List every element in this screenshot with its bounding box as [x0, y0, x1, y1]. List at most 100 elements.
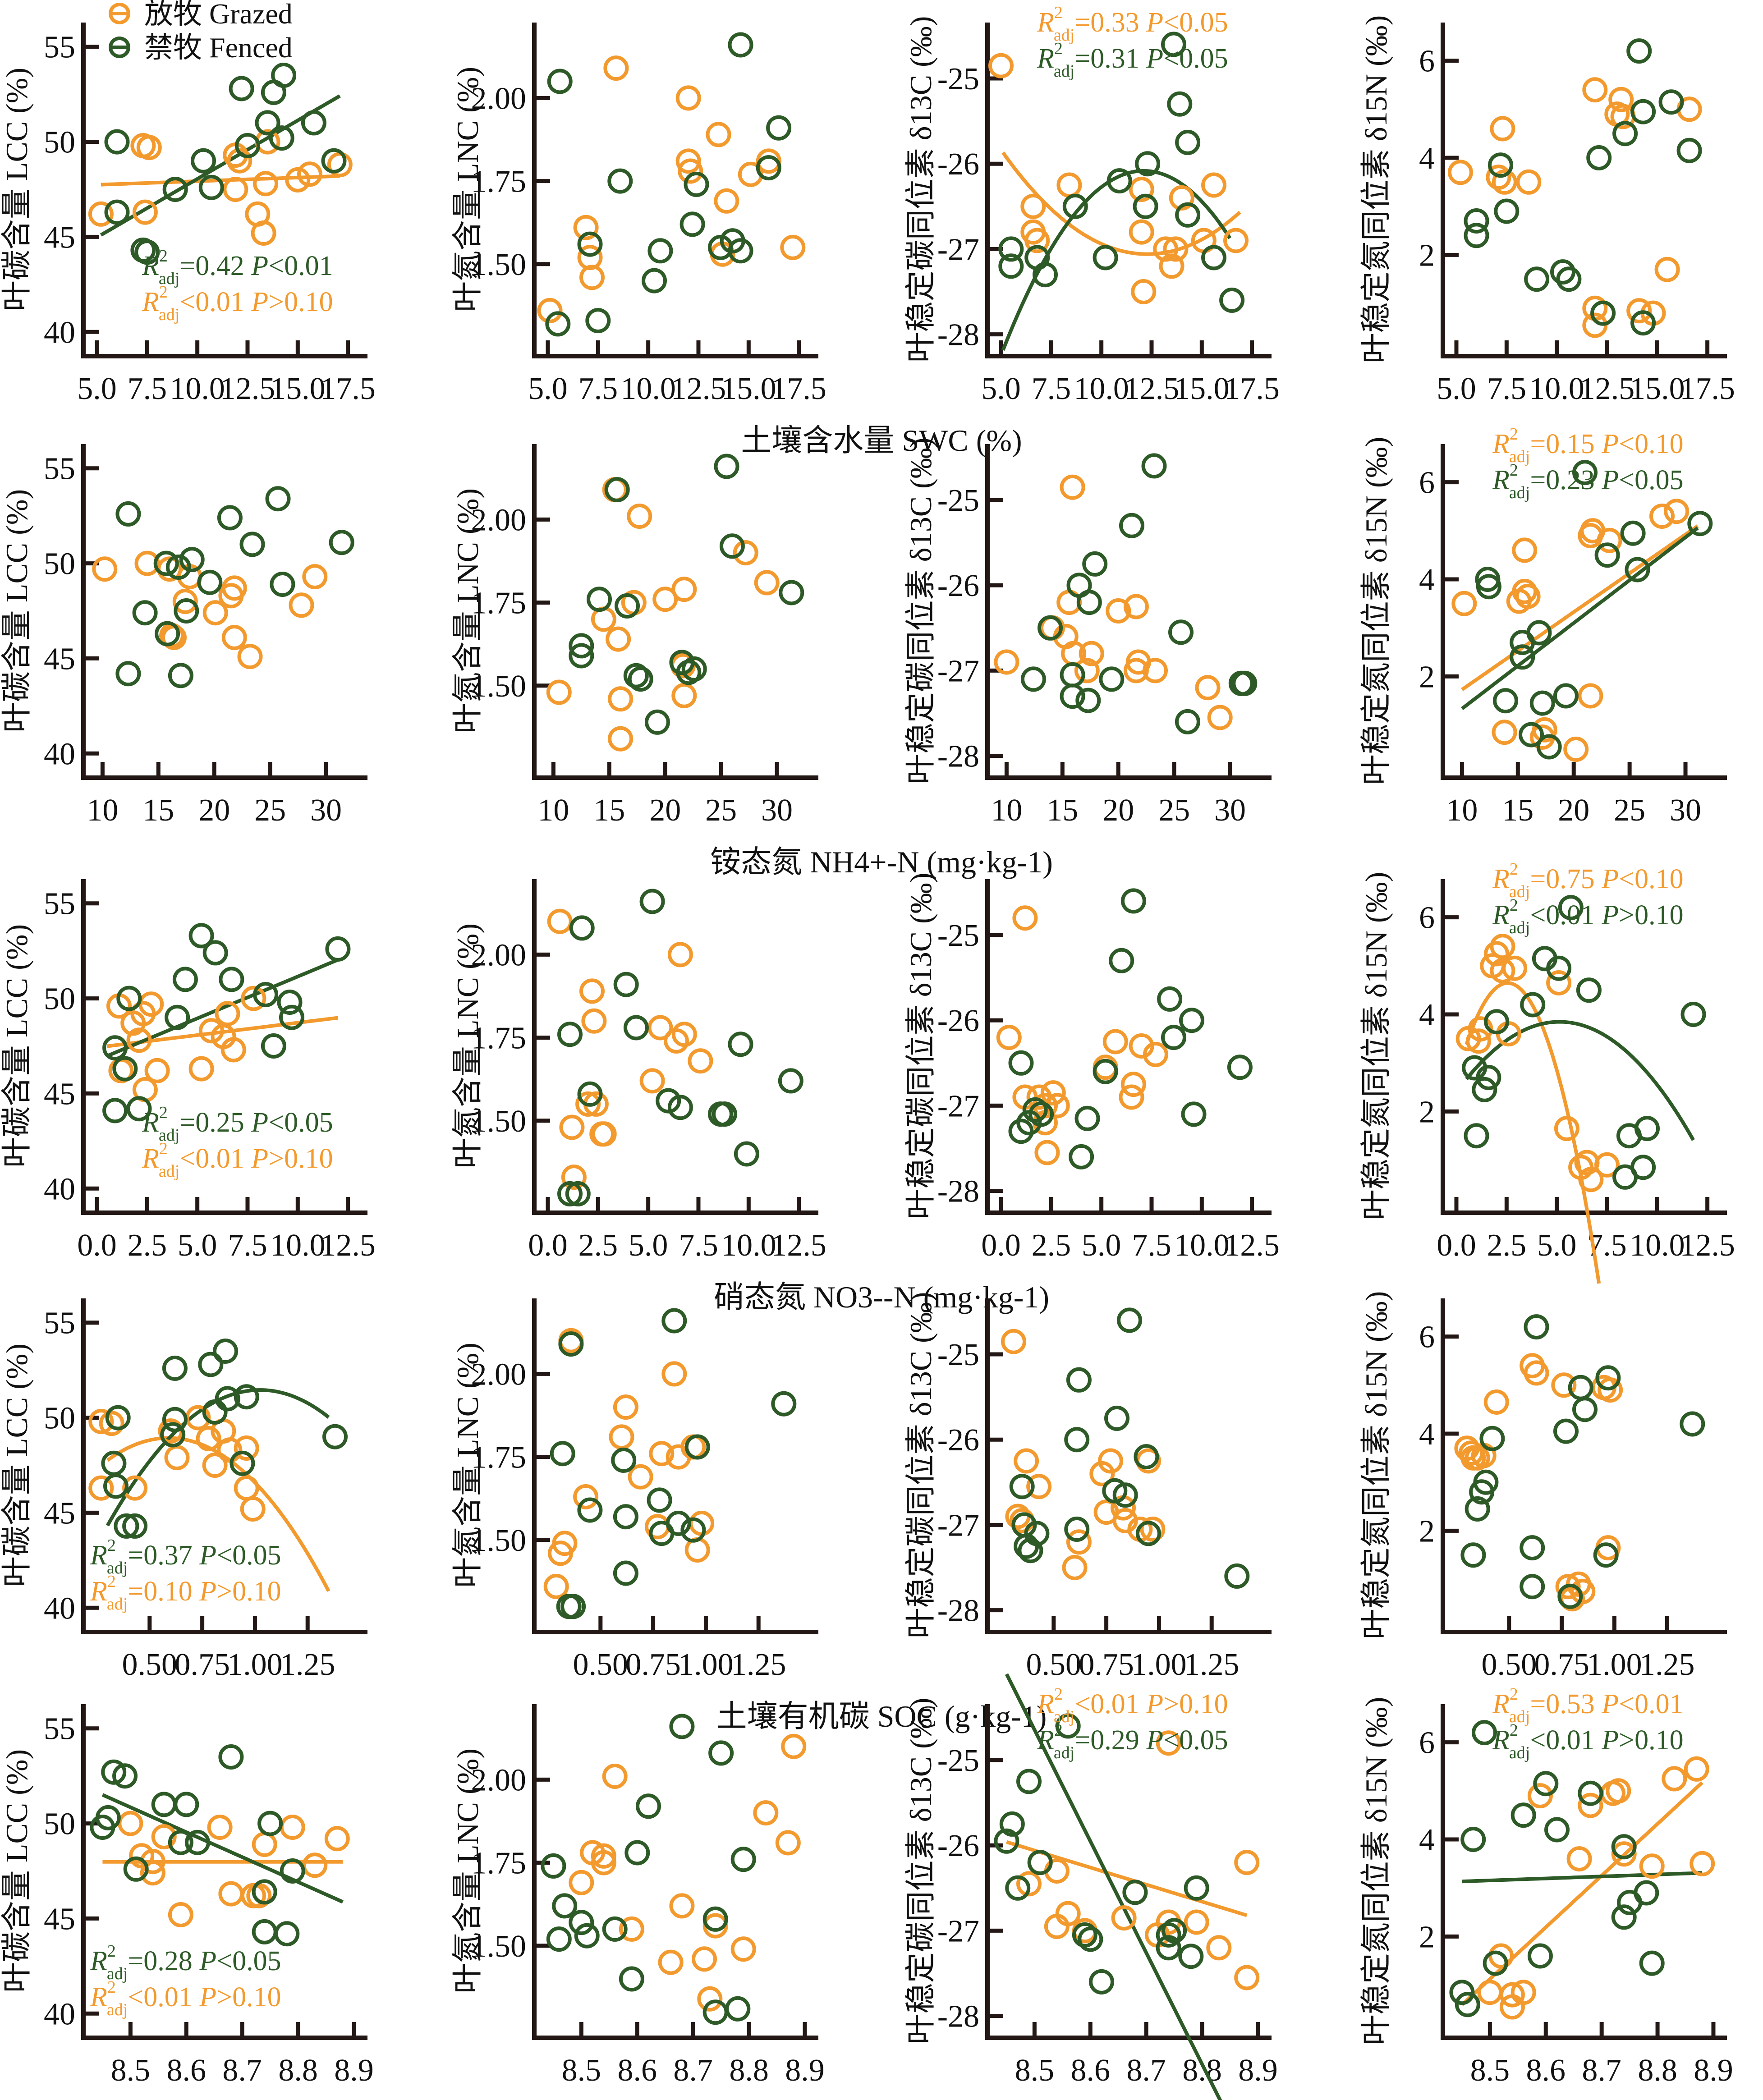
x-tick-label: 0.75: [1079, 1647, 1134, 1682]
y-tick-label: 45: [44, 1496, 75, 1531]
point-fenced: [611, 1447, 637, 1473]
x-tick-label: 0.0: [528, 1228, 568, 1263]
point-fenced: [134, 239, 160, 265]
point-grazed: [692, 1946, 717, 1972]
y-tick-label: -28: [937, 318, 979, 353]
point-fenced: [656, 1088, 681, 1114]
point-fenced: [1062, 193, 1088, 219]
point-grazed: [1234, 1965, 1260, 1990]
stat-annotation-grazed: R2 adj<0.01 P>0.10: [142, 1139, 333, 1181]
point-fenced: [1634, 1880, 1659, 1906]
point-grazed: [1597, 527, 1622, 553]
point-fenced: [624, 1840, 650, 1866]
point-grazed: [92, 556, 118, 582]
point-grazed: [126, 1027, 152, 1053]
x-tick-label: 1.25: [1184, 1647, 1240, 1682]
point-grazed: [996, 1025, 1022, 1050]
point-fenced: [1472, 1077, 1497, 1102]
x-tick-label: 8.9: [1238, 2053, 1278, 2088]
point-grazed: [1566, 1846, 1592, 1872]
point-grazed: [1129, 177, 1154, 202]
point-fenced: [1076, 590, 1102, 615]
point-grazed: [547, 908, 573, 934]
fit-line-fenced: [101, 1793, 344, 1904]
point-fenced: [1089, 1969, 1114, 1995]
point-grazed: [1169, 185, 1194, 211]
point-grazed: [756, 148, 781, 174]
point-fenced: [636, 1793, 661, 1819]
x-tick-label: 10.0: [1630, 1228, 1685, 1263]
point-fenced: [557, 1022, 583, 1047]
point-fenced: [329, 530, 354, 555]
y-tick-label: 55: [44, 1712, 75, 1747]
point-grazed: [164, 1445, 190, 1471]
point-grazed: [1512, 578, 1538, 604]
x-tick-label: 10.0: [1174, 1228, 1230, 1263]
point-fenced: [1630, 1155, 1656, 1180]
stat-annotation-fenced: R2 adj=0.37 P<0.05: [90, 1536, 281, 1577]
point-fenced: [679, 211, 705, 237]
x-axis-label: 铵态氮 NH4+-N (mg·kg-1): [710, 845, 1053, 879]
x-tick-label: 30: [1214, 793, 1246, 828]
point-fenced: [321, 148, 347, 174]
point-fenced: [215, 1386, 240, 1412]
point-fenced: [1520, 992, 1546, 1018]
point-grazed: [1447, 160, 1473, 185]
y-tick-label: 40: [44, 1591, 75, 1626]
point-grazed: [1129, 219, 1154, 245]
y-tick-label: 4: [1419, 563, 1435, 597]
point-grazed: [1034, 1140, 1060, 1165]
point-fenced: [1590, 300, 1616, 326]
x-tick-label: 8.7: [222, 2053, 262, 2088]
point-fenced: [619, 1966, 644, 1992]
point-fenced: [257, 1811, 283, 1836]
y-tick-label: -25: [937, 483, 979, 518]
point-fenced: [1078, 1926, 1103, 1952]
point-fenced: [265, 486, 291, 512]
point-fenced: [728, 32, 753, 58]
y-tick-label: -28: [937, 1174, 979, 1209]
point-fenced: [1074, 1105, 1100, 1131]
point-fenced: [560, 1594, 586, 1619]
point-grazed: [1120, 1072, 1146, 1097]
point-fenced: [666, 1510, 691, 1536]
point-fenced: [1576, 977, 1602, 1003]
point-grazed: [561, 1165, 587, 1190]
panel-r4-c1: 40 45 50 55 0.500.751.001.25 叶碳含量 LCC (%) R2 ad…: [0, 1298, 367, 1682]
point-grazed: [1024, 228, 1050, 253]
x-tick-label: 15: [593, 793, 625, 828]
point-fenced: [1524, 1314, 1549, 1340]
point-fenced: [1493, 688, 1518, 714]
point-fenced: [1630, 99, 1656, 124]
point-fenced: [1201, 245, 1226, 271]
point-grazed: [1106, 598, 1131, 624]
point-fenced: [771, 1391, 797, 1417]
point-fenced: [1167, 91, 1193, 117]
y-axis-label: 叶碳含量 LCC (%): [0, 489, 34, 733]
point-grazed: [602, 1764, 628, 1789]
panel-r5-c2: 1.50 1.75 2.00 8.5 8.6 8.7 8.8 8.9 叶氮含量 LNC (%): [450, 1704, 825, 2088]
point-fenced: [1227, 1055, 1253, 1080]
y-tick-label: -25: [937, 1338, 979, 1372]
point-fenced: [252, 1919, 277, 1944]
point-fenced: [1224, 1563, 1250, 1589]
point-fenced: [114, 1513, 139, 1539]
point-fenced: [1064, 1427, 1090, 1453]
point-fenced: [279, 1004, 304, 1030]
point-grazed: [780, 234, 806, 260]
point-grazed: [684, 1537, 710, 1563]
point-grazed: [1234, 1850, 1260, 1875]
point-fenced: [1033, 262, 1058, 288]
point-grazed: [221, 575, 247, 601]
point-fenced: [1133, 193, 1158, 219]
y-tick-label: 50: [44, 125, 75, 160]
x-tick-label: 20: [1558, 793, 1589, 828]
point-fenced: [639, 889, 665, 914]
point-fenced: [277, 990, 303, 1015]
point-fenced: [234, 1384, 259, 1410]
x-tick-label: 12.5: [1680, 1228, 1735, 1263]
point-fenced: [607, 168, 633, 194]
point-grazed: [1483, 1389, 1509, 1415]
